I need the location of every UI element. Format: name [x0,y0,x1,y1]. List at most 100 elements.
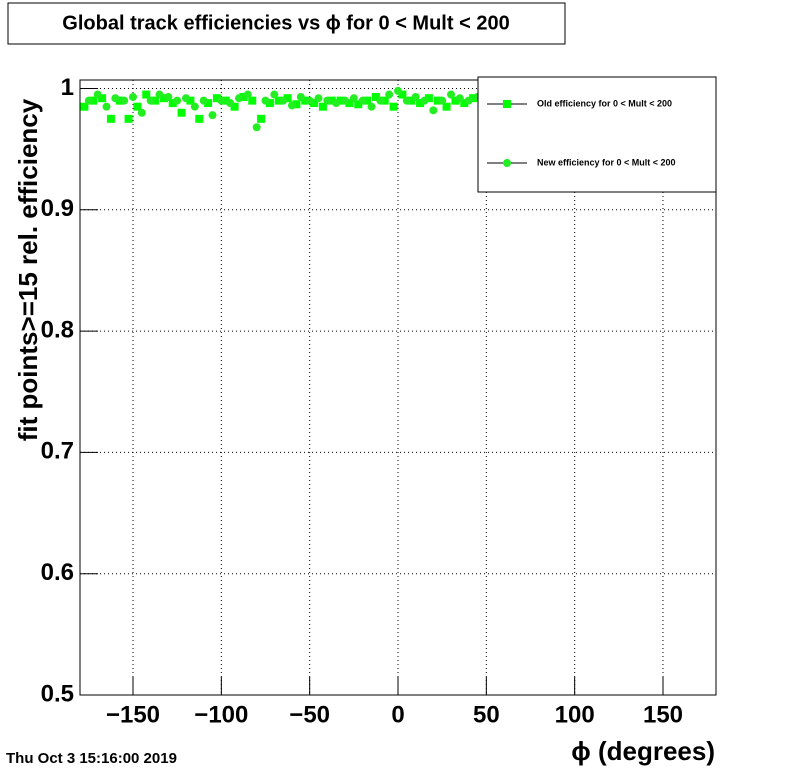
x-tick-label: 50 [473,701,500,728]
point [146,96,155,105]
point [429,106,438,115]
point [363,96,372,105]
y-tick-label: 0.7 [41,438,74,465]
point [177,108,186,117]
point [402,96,411,105]
point [460,99,469,108]
y-tick-label: 1 [61,74,74,101]
point [411,92,420,101]
point [151,96,160,105]
x-tick-label: 100 [555,701,595,728]
point [327,96,336,105]
legend-label: Old efficiency for 0 < Mult < 200 [537,98,672,108]
grid [80,80,716,696]
point [288,101,296,110]
point [296,92,305,101]
point [341,96,349,105]
point [345,99,354,108]
point [115,96,124,105]
point [235,94,243,103]
point [190,102,199,111]
point [389,102,398,111]
point [93,90,102,99]
point [318,102,327,111]
y-tick-label: 0.6 [41,559,74,586]
legend-marker [503,100,511,108]
point [102,102,111,111]
title-box [7,2,566,45]
point [212,94,221,103]
timestamp: Thu Oct 3 15:16:00 2019 [6,750,177,767]
point [120,96,129,105]
point [314,94,323,103]
point [424,94,433,103]
point [186,96,195,105]
point [442,102,451,111]
point [137,108,146,117]
point [464,96,473,105]
point [159,94,168,103]
point [371,92,380,101]
point [283,94,292,103]
x-axis-label: ϕ (degrees) [571,736,715,766]
point [182,94,190,103]
point [124,114,133,123]
x-tick-label: 0 [391,701,404,728]
point [380,96,389,105]
point [279,96,288,105]
point [195,114,204,123]
point [142,90,151,99]
point [261,96,270,105]
point [455,94,464,103]
point [385,90,394,99]
point [230,102,239,111]
point [84,96,93,105]
point [204,99,213,108]
point [323,96,332,105]
x-tick-label: −150 [106,701,160,728]
y-tick-label: 0.9 [41,195,74,222]
point [398,90,407,99]
chart-title: Global track efficiencies vs ϕ for 0 < M… [62,12,509,34]
point [367,102,376,111]
point [129,92,137,101]
legend-label: New efficiency for 0 < Mult < 200 [537,157,676,167]
point [221,96,230,105]
y-tick-label: 0.8 [41,316,74,343]
point [447,90,455,99]
point [111,94,120,103]
point [332,99,341,108]
point [199,96,208,105]
point [239,92,248,101]
point [257,114,266,123]
point [305,96,314,105]
point [451,96,460,105]
point [416,99,425,108]
y-axis-label: fit points>=15 rel. efficiency [13,98,43,441]
point [217,96,226,105]
point [420,96,429,105]
x-tick-label: −100 [194,701,248,728]
point [133,102,142,111]
point [164,92,173,101]
point [168,99,177,108]
point [155,90,164,99]
point [310,99,319,108]
point [243,90,252,99]
point [301,96,310,105]
point [226,99,235,108]
legend-box [477,76,717,193]
point [358,96,367,105]
point [208,111,217,120]
point [336,96,345,105]
point [292,100,301,109]
point [349,94,358,103]
point [89,96,98,105]
point [98,94,107,103]
legend-marker [503,159,511,167]
point [270,90,279,99]
x-tick-label: −50 [289,701,330,728]
point [376,96,385,105]
point [248,96,257,105]
